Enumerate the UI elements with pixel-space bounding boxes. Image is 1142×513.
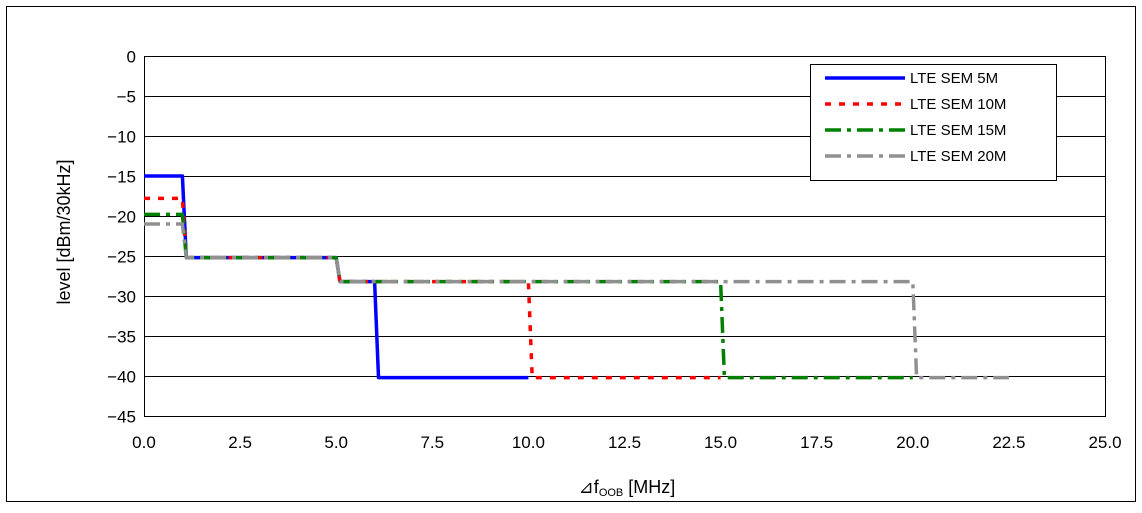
x-tick-label: 20.0: [896, 433, 929, 452]
y-tick-label: −35: [107, 328, 136, 347]
y-tick-label: −20: [107, 208, 136, 227]
x-tick-label: 10.0: [512, 433, 545, 452]
legend-label-3: LTE SEM 15M: [910, 122, 1006, 139]
x-tick-label: 17.5: [800, 433, 833, 452]
legend-label-1: LTE SEM 5M: [910, 70, 998, 87]
y-tick-label: −45: [107, 408, 136, 427]
y-tick-label: −10: [107, 128, 136, 147]
legend-label-4: LTE SEM 20M: [910, 148, 1006, 165]
y-tick-label: −25: [107, 248, 136, 267]
x-axis-label-symbol: ⊿f: [579, 477, 600, 497]
y-tick-label: −5: [117, 88, 136, 107]
legend-box: [810, 64, 1057, 181]
series-lines: [144, 174, 1009, 380]
x-tick-label: 15.0: [704, 433, 737, 452]
legend-label-2: LTE SEM 10M: [910, 96, 1006, 113]
x-tick-label: 12.5: [608, 433, 641, 452]
y-tick-labels: 0 −5 −10 −15 −20 −25 −30 −35 −40 −45: [107, 48, 136, 427]
x-axis-label: ⊿fOOB [MHz]: [579, 477, 676, 499]
y-axis-label: level [dBm/30kHz]: [54, 159, 74, 304]
x-tick-label: 5.0: [324, 433, 348, 452]
y-tick-label: −40: [107, 368, 136, 387]
legend-items: LTE SEM 5M LTE SEM 10M LTE SEM 15M LTE SEM …: [825, 70, 1006, 165]
x-tick-label: 22.5: [992, 433, 1025, 452]
y-tick-label: 0: [127, 48, 136, 67]
series-line-4: [144, 222, 1009, 380]
series-line-3: [144, 212, 913, 380]
x-tick-label: 0.0: [132, 433, 156, 452]
y-tick-label: −15: [107, 168, 136, 187]
y-tick-label: −30: [107, 288, 136, 307]
x-axis-label-subscript: OOB: [599, 487, 623, 499]
x-axis-label-unit: [MHz]: [623, 477, 675, 497]
x-tick-label: 25.0: [1088, 433, 1121, 452]
x-tick-label: 7.5: [420, 433, 444, 452]
plot-area: [144, 56, 1106, 417]
x-tick-label: 2.5: [228, 433, 252, 452]
x-tick-labels: 0.0 2.5 5.0 7.5 10.0 12.5 15.0 17.5 20.0 22.5 25.0: [132, 433, 1121, 452]
legend: LTE SEM 5M LTE SEM 10M LTE SEM 15M LTE SEM …: [810, 64, 1057, 181]
